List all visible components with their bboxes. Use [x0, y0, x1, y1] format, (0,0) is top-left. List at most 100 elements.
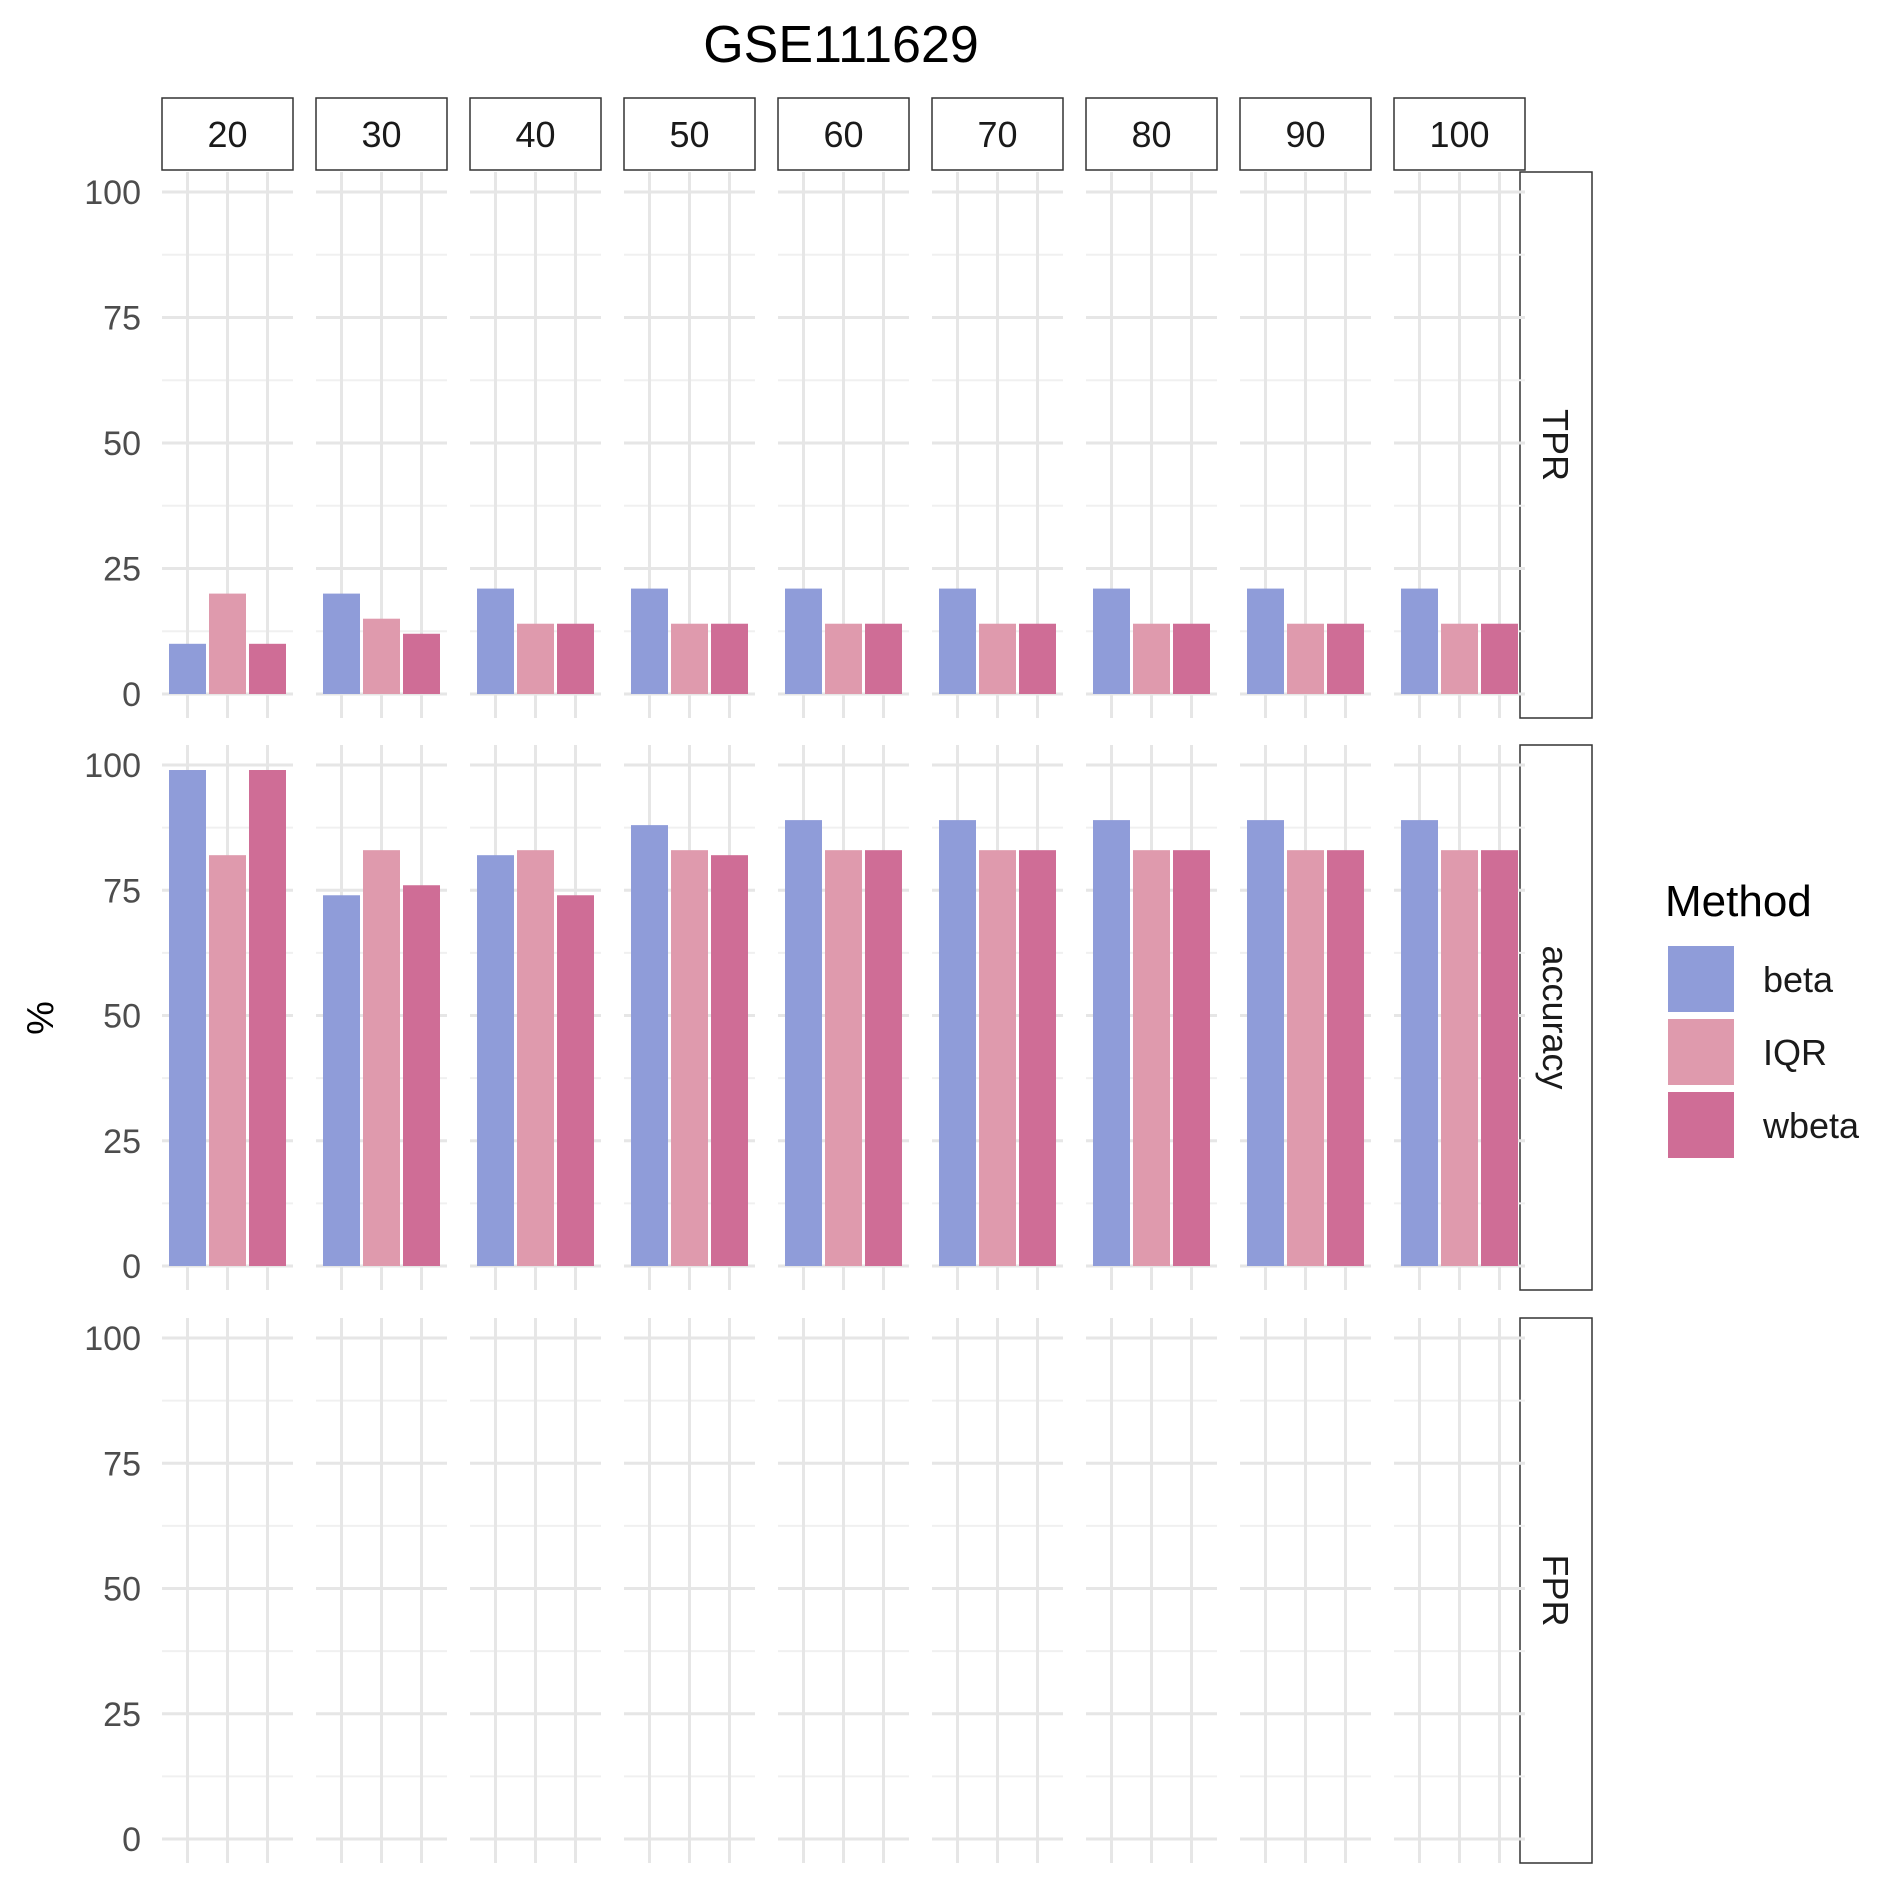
y-axis-label: %: [20, 1001, 62, 1035]
facet-strip-col-30: [315, 97, 448, 171]
y-tick-label-FPR-100: 100: [84, 1320, 141, 1358]
facet-strip-col-40: [469, 97, 602, 171]
bar-accuracy-40-IQR: [517, 850, 554, 1266]
bar-TPR-50-beta: [631, 588, 668, 694]
legend-key-wbeta: [1668, 1092, 1734, 1158]
facet-strip-label-accuracy: accuracy: [1535, 945, 1576, 1089]
bar-TPR-100-IQR: [1441, 623, 1478, 694]
facet-strip-label-20: 20: [207, 114, 247, 155]
bar-accuracy-80-wbeta: [1173, 850, 1210, 1266]
y-tick-label-FPR-0: 0: [122, 1821, 141, 1859]
legend-label-IQR: IQR: [1763, 1032, 1827, 1073]
bar-accuracy-100-wbeta: [1481, 850, 1518, 1266]
bar-accuracy-100-beta: [1401, 820, 1438, 1266]
y-tick-label-TPR-25: 25: [103, 551, 141, 589]
facet-strip-col-100: [1393, 97, 1526, 171]
bar-accuracy-30-wbeta: [403, 885, 440, 1266]
y-tick-label-FPR-75: 75: [103, 1445, 141, 1483]
y-tick-label-TPR-0: 0: [122, 676, 141, 714]
bar-accuracy-20-wbeta: [249, 770, 286, 1266]
bar-TPR-90-wbeta: [1327, 623, 1364, 694]
facet-strip-col-50: [623, 97, 756, 171]
y-tick-label-accuracy-0: 0: [122, 1248, 141, 1286]
bar-TPR-50-wbeta: [711, 623, 748, 694]
bar-TPR-30-IQR: [363, 618, 400, 694]
legend-title: Method: [1665, 877, 1812, 926]
bar-accuracy-60-IQR: [825, 850, 862, 1266]
bar-TPR-60-beta: [785, 588, 822, 694]
facet-strip-row-FPR: [1519, 1317, 1593, 1864]
facet-strip-label-30: 30: [361, 114, 401, 155]
bar-accuracy-80-IQR: [1133, 850, 1170, 1266]
bar-TPR-20-IQR: [209, 593, 246, 694]
facet-strip-label-100: 100: [1429, 114, 1489, 155]
bar-accuracy-50-IQR: [671, 850, 708, 1266]
bar-accuracy-20-IQR: [209, 855, 246, 1266]
bar-TPR-90-beta: [1247, 588, 1284, 694]
facet-strip-label-FPR: FPR: [1535, 1555, 1576, 1627]
bar-accuracy-60-beta: [785, 820, 822, 1266]
facet-strip-label-70: 70: [977, 114, 1017, 155]
bar-TPR-70-beta: [939, 588, 976, 694]
bar-TPR-40-beta: [477, 588, 514, 694]
bar-TPR-20-beta: [169, 643, 206, 694]
bar-accuracy-30-IQR: [363, 850, 400, 1266]
y-tick-label-accuracy-75: 75: [103, 872, 141, 910]
bar-TPR-60-IQR: [825, 623, 862, 694]
bar-accuracy-90-wbeta: [1327, 850, 1364, 1266]
y-tick-label-TPR-75: 75: [103, 300, 141, 338]
bar-TPR-50-IQR: [671, 623, 708, 694]
y-tick-label-FPR-50: 50: [103, 1571, 141, 1609]
facet-strip-label-40: 40: [515, 114, 555, 155]
bar-TPR-30-beta: [323, 593, 360, 694]
bar-accuracy-30-beta: [323, 895, 360, 1266]
bar-TPR-60-wbeta: [865, 623, 902, 694]
bar-accuracy-80-beta: [1093, 820, 1130, 1266]
facet-strip-col-20: [161, 97, 294, 171]
facet-strip-label-80: 80: [1131, 114, 1171, 155]
bar-TPR-80-wbeta: [1173, 623, 1210, 694]
bar-TPR-80-IQR: [1133, 623, 1170, 694]
legend-label-beta: beta: [1763, 959, 1834, 1000]
y-tick-label-TPR-50: 50: [103, 425, 141, 463]
bar-accuracy-70-wbeta: [1019, 850, 1056, 1266]
y-tick-label-accuracy-100: 100: [84, 747, 141, 785]
facet-grid: 20 30 40 50 60 70 80 90 100 TPR 0 25 50 75 100 accuracy…: [84, 97, 1593, 1864]
legend-label-wbeta: wbeta: [1762, 1105, 1860, 1146]
bar-accuracy-50-beta: [631, 825, 668, 1266]
facet-strip-label-TPR: TPR: [1535, 409, 1576, 481]
bar-TPR-40-wbeta: [557, 623, 594, 694]
legend: Method beta IQR wbeta: [1665, 877, 1860, 1158]
bar-accuracy-70-beta: [939, 820, 976, 1266]
bar-TPR-100-beta: [1401, 588, 1438, 694]
bar-TPR-30-wbeta: [403, 633, 440, 694]
bar-accuracy-60-wbeta: [865, 850, 902, 1266]
bar-accuracy-20-beta: [169, 770, 206, 1266]
y-tick-label-FPR-25: 25: [103, 1696, 141, 1734]
facet-strip-col-80: [1085, 97, 1218, 171]
bar-TPR-40-IQR: [517, 623, 554, 694]
facet-strip-col-60: [777, 97, 910, 171]
y-tick-label-accuracy-25: 25: [103, 1123, 141, 1161]
facet-strip-label-60: 60: [823, 114, 863, 155]
y-tick-label-TPR-100: 100: [84, 174, 141, 212]
facet-strip-row-accuracy: [1519, 744, 1593, 1291]
bar-accuracy-90-IQR: [1287, 850, 1324, 1266]
y-tick-label-accuracy-50: 50: [103, 998, 141, 1036]
bar-TPR-80-beta: [1093, 588, 1130, 694]
legend-key-IQR: [1668, 1019, 1734, 1085]
facet-strip-col-90: [1239, 97, 1372, 171]
bar-accuracy-40-wbeta: [557, 895, 594, 1266]
facet-strip-col-70: [931, 97, 1064, 171]
bar-TPR-70-IQR: [979, 623, 1016, 694]
bar-accuracy-70-IQR: [979, 850, 1016, 1266]
facet-strip-row-TPR: [1519, 171, 1593, 719]
bar-TPR-20-wbeta: [249, 643, 286, 694]
legend-key-beta: [1668, 946, 1734, 1012]
bar-accuracy-90-beta: [1247, 820, 1284, 1266]
bar-accuracy-50-wbeta: [711, 855, 748, 1266]
facet-strip-label-90: 90: [1285, 114, 1325, 155]
facet-strip-label-50: 50: [669, 114, 709, 155]
chart-title: GSE111629: [703, 16, 979, 74]
